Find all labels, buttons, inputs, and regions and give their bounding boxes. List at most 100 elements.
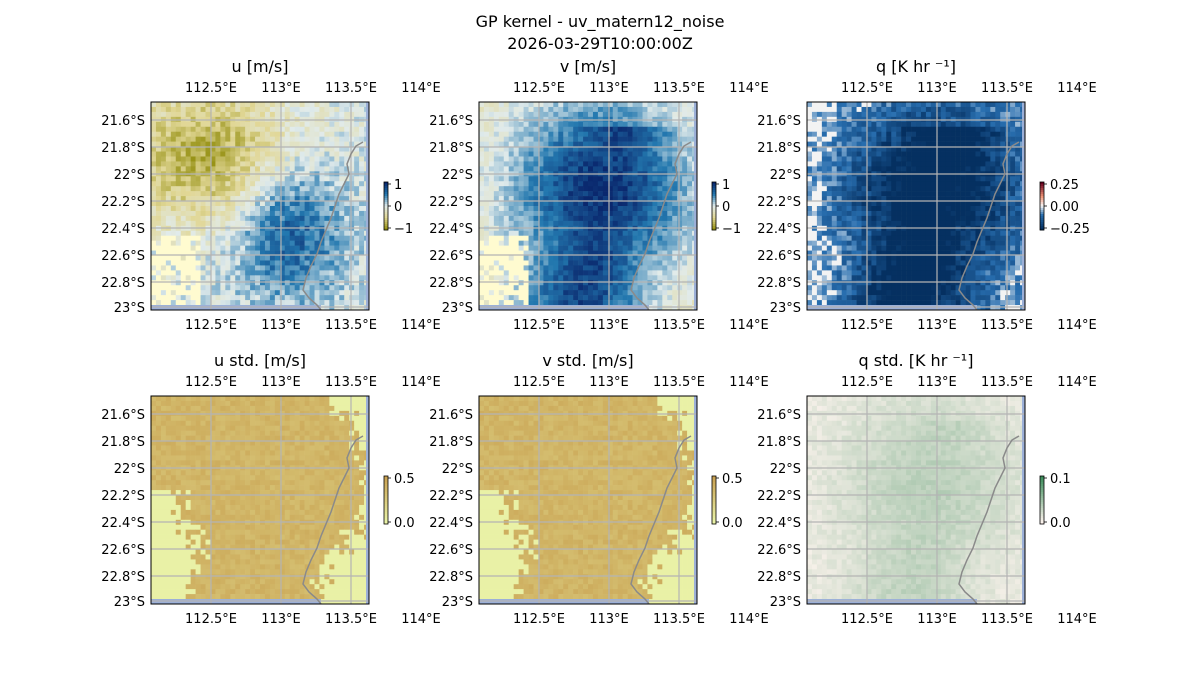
colorbar-swatch bbox=[1040, 478, 1044, 481]
lat-tick-label: 22.6°S bbox=[429, 543, 473, 558]
colorbar-frame bbox=[383, 475, 389, 525]
lon-tick-label-bottom: 114°E bbox=[729, 612, 769, 627]
coastline bbox=[302, 141, 364, 310]
lat-tick-label: 22°S bbox=[442, 462, 473, 477]
colorbar-swatch bbox=[384, 220, 388, 223]
colorbar-swatch bbox=[1040, 216, 1044, 219]
panel-title-v: v [m/s] bbox=[560, 57, 616, 76]
colorbar-swatch bbox=[1040, 222, 1044, 225]
colorbar-swatch bbox=[384, 486, 388, 489]
colorbar-swatch bbox=[384, 508, 388, 511]
lat-tick-label: 23°S bbox=[770, 301, 801, 316]
colorbar-swatch bbox=[1040, 488, 1044, 491]
colorbar-swatch bbox=[712, 508, 716, 511]
colorbar-u_std: 0.5 0.0 bbox=[383, 472, 415, 531]
lat-tick-label: 22.4°S bbox=[757, 516, 801, 531]
colorbar-swatch bbox=[384, 518, 388, 521]
colorbar-swatch bbox=[712, 484, 716, 487]
lon-tick-label-top: 113.5°E bbox=[653, 81, 705, 96]
colorbar-swatch bbox=[712, 212, 716, 215]
colorbar-swatch bbox=[712, 204, 716, 207]
lat-tick-label: 21.6°S bbox=[429, 114, 473, 129]
lon-tick-label-top: 113°E bbox=[261, 81, 301, 96]
lon-tick-label-top: 113°E bbox=[589, 375, 629, 390]
colorbar-swatch bbox=[1040, 184, 1044, 187]
colorbar-swatch bbox=[1040, 510, 1044, 513]
colorbar-swatch bbox=[384, 490, 388, 493]
lat-tick-label: 22.2°S bbox=[429, 489, 473, 504]
colorbar-swatch bbox=[712, 520, 716, 523]
colorbar-swatch bbox=[384, 496, 388, 499]
lon-tick-label-bottom: 113.5°E bbox=[981, 318, 1033, 333]
lat-tick-label: 21.6°S bbox=[429, 408, 473, 423]
lat-tick-label: 23°S bbox=[442, 301, 473, 316]
lat-tick-label: 23°S bbox=[114, 595, 145, 610]
lon-tick-label-top: 112.5°E bbox=[841, 375, 893, 390]
colorbar-swatch bbox=[384, 480, 388, 483]
lat-tick-label: 22.6°S bbox=[757, 249, 801, 264]
colorbar-swatch bbox=[712, 198, 716, 201]
colorbar-swatch bbox=[1040, 482, 1044, 485]
lat-tick-label: 22.2°S bbox=[757, 489, 801, 504]
lon-tick-label-bottom: 113.5°E bbox=[653, 612, 705, 627]
lon-tick-label-bottom: 112.5°E bbox=[513, 318, 565, 333]
colorbar-swatch bbox=[712, 218, 716, 221]
colorbar-swatch bbox=[712, 516, 716, 519]
panel-title-u: u [m/s] bbox=[231, 57, 288, 76]
colorbar-swatch bbox=[1040, 500, 1044, 503]
lat-tick-label: 22.6°S bbox=[101, 249, 145, 264]
colorbar-swatch bbox=[384, 226, 388, 229]
colorbar-swatch bbox=[384, 198, 388, 201]
colorbar-swatch bbox=[712, 514, 716, 517]
colorbar-swatch bbox=[1040, 508, 1044, 511]
colorbar-swatch bbox=[384, 190, 388, 193]
colorbar-tick-label: 0 bbox=[394, 200, 402, 215]
lon-tick-label-top: 113.5°E bbox=[325, 375, 377, 390]
lat-tick-label: 21.6°S bbox=[757, 408, 801, 423]
coastline bbox=[958, 435, 1020, 604]
coastline bbox=[630, 435, 692, 604]
lat-tick-label: 22.8°S bbox=[429, 570, 473, 585]
lat-tick-label: 23°S bbox=[442, 595, 473, 610]
colorbar-swatch bbox=[384, 224, 388, 227]
lon-tick-label-bottom: 113°E bbox=[589, 318, 629, 333]
colorbar-swatch bbox=[712, 214, 716, 217]
lat-tick-label: 22.8°S bbox=[101, 570, 145, 585]
lon-tick-label-bottom: 113.5°E bbox=[981, 612, 1033, 627]
colorbar-tick-label: 0 bbox=[722, 200, 730, 215]
lon-tick-label-bottom: 114°E bbox=[401, 318, 441, 333]
lon-tick-label-bottom: 112.5°E bbox=[841, 612, 893, 627]
lat-tick-label: 22.6°S bbox=[429, 249, 473, 264]
colorbar-swatch bbox=[1040, 210, 1044, 213]
colorbar-swatch bbox=[1040, 514, 1044, 517]
colorbar-swatch bbox=[1040, 228, 1044, 231]
colorbar-tick-label: 0.00 bbox=[1050, 200, 1079, 215]
colorbar-swatch bbox=[712, 208, 716, 211]
colorbar-swatch bbox=[712, 518, 716, 521]
colorbar-tick-label: 0.0 bbox=[394, 516, 415, 531]
colorbar-swatch bbox=[712, 182, 716, 185]
colorbar-swatch bbox=[1040, 218, 1044, 221]
lat-tick-label: 22.8°S bbox=[101, 276, 145, 291]
colorbar-swatch bbox=[712, 510, 716, 513]
lon-tick-label-top: 112.5°E bbox=[185, 81, 237, 96]
map-panel-u_std: u std. [m/s] 112.5°E 112.5°E 113°E 113°E 113.… bbox=[101, 351, 440, 627]
colorbar-q: 0.25 0.00 −0.25 bbox=[1039, 178, 1090, 237]
colorbar-swatch bbox=[712, 506, 716, 509]
map-frame bbox=[150, 101, 370, 311]
lat-tick-label: 22.2°S bbox=[429, 195, 473, 210]
lon-tick-label-top: 112.5°E bbox=[185, 375, 237, 390]
lat-tick-label: 21.8°S bbox=[429, 141, 473, 156]
colorbar-frame bbox=[711, 475, 717, 525]
coastline bbox=[958, 141, 1020, 310]
colorbar-swatch bbox=[384, 516, 388, 519]
colorbar-swatch bbox=[384, 186, 388, 189]
map-field-q bbox=[807, 102, 1025, 310]
colorbar-tick-label: 1 bbox=[722, 178, 730, 193]
figure-title-line1: GP kernel - uv_matern12_noise bbox=[475, 12, 725, 31]
colorbar-swatch bbox=[712, 478, 716, 481]
lon-tick-label-top: 112.5°E bbox=[513, 375, 565, 390]
colorbar-swatch bbox=[384, 202, 388, 205]
colorbar-swatch bbox=[712, 486, 716, 489]
lat-tick-label: 23°S bbox=[770, 595, 801, 610]
